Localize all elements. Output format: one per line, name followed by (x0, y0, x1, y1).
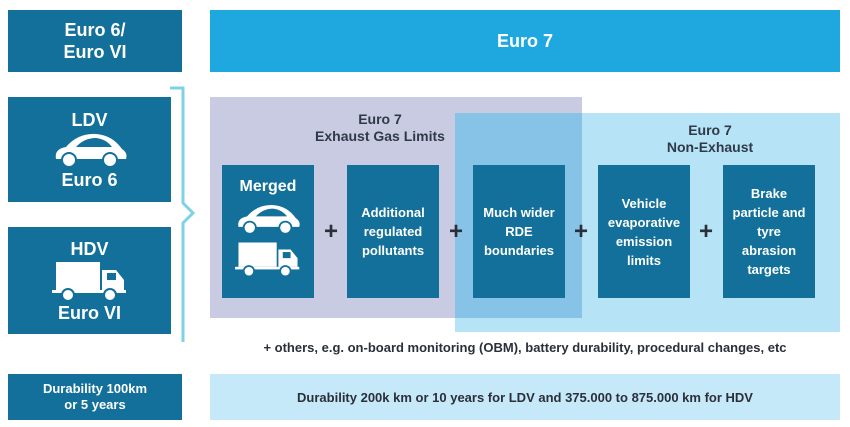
plus-icon: + (448, 218, 463, 245)
rde-boundaries-box: Much wider RDE boundaries (473, 165, 565, 298)
non-exhaust-title-2: Non-Exhaust (666, 139, 754, 155)
merged-box: Merged (222, 165, 314, 298)
euro6-header: Euro 6/ Euro VI (8, 10, 182, 72)
plus-icon: + (573, 218, 588, 245)
hdv-label: HDV (70, 238, 109, 259)
evaporative-limits-box: Vehicle evaporative emission limits (598, 165, 690, 298)
exhaust-title-2: Exhaust Gas Limits (315, 128, 445, 144)
ldv-standard: Euro 6 (61, 169, 118, 190)
truck-icon (51, 261, 126, 302)
brake-tyre-box: Brake particle and tyre abrasion targets (723, 165, 815, 298)
durability-euro7: Durability 200k km or 10 years for LDV a… (210, 374, 840, 420)
hdv-box: HDV Euro VI (8, 227, 171, 334)
car-icon (55, 133, 126, 168)
hdv-standard: Euro VI (57, 302, 121, 323)
car-icon (238, 205, 300, 235)
euro7-header: Euro 7 (210, 10, 840, 72)
bracket (170, 86, 196, 342)
others-note: + others, e.g. on-board monitoring (OBM)… (263, 340, 787, 355)
non-exhaust-title: Euro 7 Non-Exhaust (610, 122, 810, 156)
ldv-box: LDV Euro 6 (8, 97, 171, 202)
exhaust-title-1: Euro 7 (358, 111, 402, 127)
plus-icon: + (323, 218, 338, 245)
truck-icon (235, 242, 300, 278)
additional-pollutants-box: Additional regulated pollutants (347, 165, 439, 298)
non-exhaust-title-1: Euro 7 (688, 122, 732, 138)
merged-label: Merged (239, 178, 297, 195)
exhaust-title: Euro 7 Exhaust Gas Limits (280, 111, 480, 145)
ldv-label: LDV (71, 109, 108, 130)
plus-icon: + (698, 218, 713, 245)
durability-euro6: Durability 100km or 5 years (8, 374, 182, 420)
